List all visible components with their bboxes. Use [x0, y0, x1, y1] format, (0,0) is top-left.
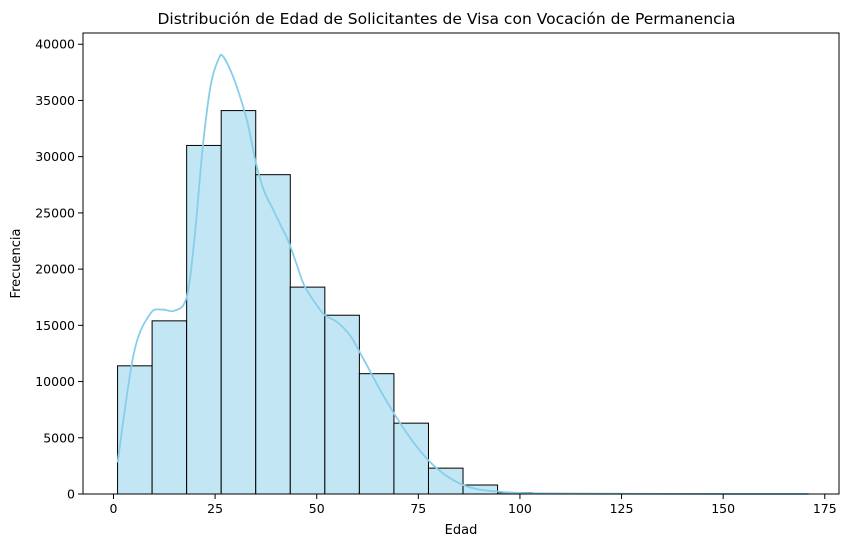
histogram-bar-6 [289, 286, 326, 495]
y-tick-label: 0 [67, 487, 75, 502]
histogram-bar-4 [220, 110, 257, 495]
histogram-bar-10 [427, 467, 464, 495]
x-axis: 0 25 50 75 100 125 150 175 [110, 494, 837, 516]
y-tick-label: 15000 [35, 318, 75, 333]
y-axis-label: Frecuencia [9, 229, 24, 299]
histogram-bar-9 [393, 422, 429, 495]
y-tick-label: 5000 [43, 430, 75, 445]
histogram-bar-8 [358, 373, 395, 495]
chart-title: Distribución de Edad de Solicitantes de … [157, 10, 735, 28]
y-tick-label: 10000 [35, 374, 75, 389]
histogram-bar-5 [255, 174, 291, 495]
histogram-bar-1 [117, 365, 153, 495]
y-tick-label: 25000 [35, 205, 75, 220]
plot-frame [82, 32, 840, 495]
histogram-bar-2 [151, 320, 188, 495]
x-tick-label: 50 [309, 501, 325, 516]
x-tick-label: 25 [207, 501, 223, 516]
y-tick-label: 35000 [35, 93, 75, 108]
x-axis-label: Edad [445, 523, 478, 538]
y-tick-label: 40000 [35, 37, 75, 52]
x-tick-label: 175 [813, 501, 837, 516]
y-tick-label: 20000 [35, 262, 75, 277]
bars-layer [117, 110, 810, 495]
y-axis: 0 5000 10000 15000 20000 25000 30000 35000 40000 [35, 37, 83, 502]
histogram-bar-3 [186, 144, 222, 495]
x-tick-label: 0 [110, 501, 118, 516]
y-tick-label: 30000 [35, 149, 75, 164]
kde-layer [116, 53, 809, 495]
histogram-bar-7 [324, 314, 360, 495]
x-tick-label: 75 [410, 501, 426, 516]
x-tick-label: 125 [610, 501, 634, 516]
x-tick-label: 100 [508, 501, 532, 516]
x-tick-label: 150 [711, 501, 735, 516]
kde-curve [116, 53, 809, 495]
